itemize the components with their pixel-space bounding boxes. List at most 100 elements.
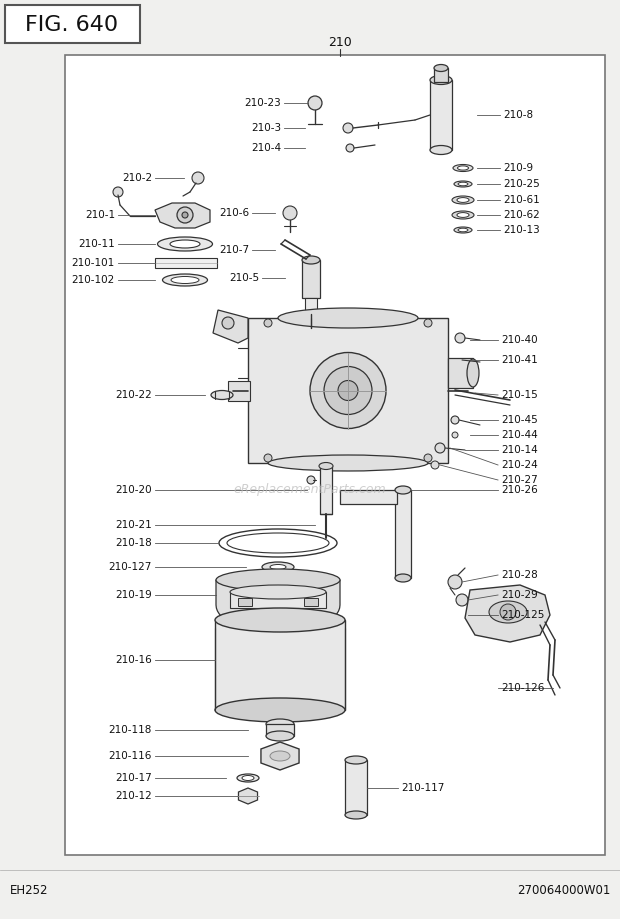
Text: 270064000W01: 270064000W01 xyxy=(516,883,610,897)
Bar xyxy=(248,318,448,463)
Text: 210-20: 210-20 xyxy=(115,485,152,495)
Ellipse shape xyxy=(266,719,294,729)
Ellipse shape xyxy=(242,776,254,780)
Ellipse shape xyxy=(215,608,345,632)
Circle shape xyxy=(343,123,353,133)
Bar xyxy=(345,760,367,815)
Circle shape xyxy=(310,353,386,428)
Bar xyxy=(430,80,452,150)
Ellipse shape xyxy=(430,145,452,154)
Text: EH252: EH252 xyxy=(10,883,48,897)
Ellipse shape xyxy=(268,455,428,471)
Circle shape xyxy=(451,416,459,424)
Ellipse shape xyxy=(458,228,468,232)
Polygon shape xyxy=(216,580,340,633)
Text: 210: 210 xyxy=(328,37,352,50)
Circle shape xyxy=(424,454,432,462)
Text: 210-127: 210-127 xyxy=(108,562,152,572)
Circle shape xyxy=(324,367,372,414)
Text: 210-5: 210-5 xyxy=(229,273,259,283)
Bar xyxy=(238,598,252,606)
Circle shape xyxy=(435,443,445,453)
Bar xyxy=(266,724,294,736)
Text: 210-3: 210-3 xyxy=(251,123,281,133)
Ellipse shape xyxy=(302,256,320,264)
Ellipse shape xyxy=(453,165,473,172)
Text: 210-13: 210-13 xyxy=(503,225,540,235)
Text: 210-102: 210-102 xyxy=(72,275,115,285)
Text: 210-8: 210-8 xyxy=(503,110,533,120)
Text: 210-40: 210-40 xyxy=(501,335,538,345)
Ellipse shape xyxy=(230,585,326,599)
Ellipse shape xyxy=(270,564,286,570)
Text: 210-116: 210-116 xyxy=(108,751,152,761)
Ellipse shape xyxy=(458,182,468,186)
Circle shape xyxy=(455,333,465,343)
Text: 210-7: 210-7 xyxy=(219,245,249,255)
Circle shape xyxy=(308,96,322,110)
Ellipse shape xyxy=(452,196,474,204)
Text: 210-44: 210-44 xyxy=(501,430,538,440)
Circle shape xyxy=(431,461,439,469)
Circle shape xyxy=(452,432,458,438)
Ellipse shape xyxy=(157,237,213,251)
Ellipse shape xyxy=(215,698,345,722)
Ellipse shape xyxy=(457,198,469,202)
Ellipse shape xyxy=(458,166,469,170)
Polygon shape xyxy=(261,742,299,770)
Circle shape xyxy=(192,172,204,184)
Ellipse shape xyxy=(454,227,472,233)
Text: 210-9: 210-9 xyxy=(503,163,533,173)
Text: 210-14: 210-14 xyxy=(501,445,538,455)
Circle shape xyxy=(222,317,234,329)
Text: 210-25: 210-25 xyxy=(503,179,540,189)
Text: 210-117: 210-117 xyxy=(401,783,445,793)
Ellipse shape xyxy=(237,774,259,782)
Ellipse shape xyxy=(171,277,199,283)
Text: 210-62: 210-62 xyxy=(503,210,540,220)
Circle shape xyxy=(346,144,354,152)
Circle shape xyxy=(456,594,468,606)
Ellipse shape xyxy=(162,274,208,286)
Polygon shape xyxy=(465,585,550,642)
Ellipse shape xyxy=(262,562,294,572)
Text: 210-16: 210-16 xyxy=(115,655,152,665)
Circle shape xyxy=(113,187,123,197)
Polygon shape xyxy=(155,203,210,228)
Bar xyxy=(434,68,448,82)
Circle shape xyxy=(264,319,272,327)
Bar xyxy=(304,598,318,606)
Ellipse shape xyxy=(395,486,411,494)
Ellipse shape xyxy=(454,181,472,187)
Ellipse shape xyxy=(345,811,367,819)
Text: 210-12: 210-12 xyxy=(115,791,152,801)
Text: 210-19: 210-19 xyxy=(115,590,152,600)
Ellipse shape xyxy=(216,569,340,591)
Text: 210-17: 210-17 xyxy=(115,773,152,783)
Ellipse shape xyxy=(430,75,452,85)
Text: 210-101: 210-101 xyxy=(72,258,115,268)
Bar xyxy=(305,298,317,314)
Polygon shape xyxy=(213,310,248,343)
Bar xyxy=(340,490,397,504)
Polygon shape xyxy=(239,788,257,804)
Text: 210-4: 210-4 xyxy=(251,143,281,153)
Text: 210-61: 210-61 xyxy=(503,195,540,205)
Circle shape xyxy=(182,212,188,218)
Ellipse shape xyxy=(278,308,418,328)
Bar xyxy=(228,380,250,401)
Text: 210-23: 210-23 xyxy=(244,98,281,108)
Text: 210-28: 210-28 xyxy=(501,570,538,580)
Text: 210-15: 210-15 xyxy=(501,390,538,400)
Ellipse shape xyxy=(345,756,367,764)
Bar xyxy=(320,466,332,514)
Text: 210-1: 210-1 xyxy=(85,210,115,220)
Text: 210-27: 210-27 xyxy=(501,475,538,485)
Text: 210-126: 210-126 xyxy=(501,683,544,693)
Text: 210-2: 210-2 xyxy=(122,173,152,183)
Ellipse shape xyxy=(319,462,333,470)
Circle shape xyxy=(500,604,516,620)
Text: FIG. 640: FIG. 640 xyxy=(25,15,118,35)
Text: 210-118: 210-118 xyxy=(108,725,152,735)
Bar xyxy=(448,358,473,388)
